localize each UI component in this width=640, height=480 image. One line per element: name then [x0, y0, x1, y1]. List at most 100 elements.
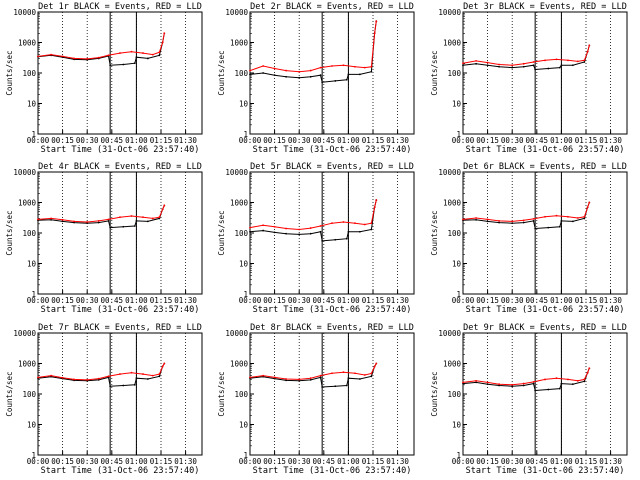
data-point: [50, 217, 53, 220]
x-tick-label: 00:45: [313, 296, 336, 305]
x-tick-label: 00:15: [476, 136, 499, 145]
chart-title: Det 8r BLACK = Events, RED = LLD: [250, 323, 414, 333]
data-point: [475, 379, 478, 382]
y-axis-label: Counts/sec: [430, 50, 439, 95]
data-point: [583, 59, 586, 62]
data-point: [475, 62, 478, 65]
y-tick-label: 10000: [225, 329, 248, 338]
data-point: [486, 61, 489, 64]
y-tick-label: 10: [27, 260, 37, 269]
data-point: [373, 206, 376, 209]
data-point: [583, 378, 586, 381]
data-point: [532, 380, 535, 383]
data-point: [370, 222, 373, 225]
y-tick-label: 10: [452, 421, 462, 430]
data-point: [567, 215, 569, 218]
data-point: [122, 225, 125, 228]
data-point: [588, 44, 591, 47]
data-point: [319, 225, 322, 227]
data-point: [163, 362, 166, 365]
data-point: [511, 383, 514, 386]
data-point: [37, 376, 39, 379]
data-point: [363, 223, 366, 226]
data-point: [146, 220, 149, 223]
data-point: [331, 372, 333, 375]
data-point: [61, 55, 64, 58]
data-point: [342, 221, 345, 223]
data-point: [50, 374, 53, 377]
data-point: [583, 215, 586, 218]
series-line: [462, 45, 590, 71]
data-point: [475, 217, 478, 219]
x-tick-label: 01:30: [599, 136, 622, 145]
data-point: [334, 238, 337, 241]
data-point: [298, 228, 301, 231]
data-point: [262, 374, 265, 377]
x-tick-label: 00:00: [27, 296, 50, 305]
x-axis-label: Start Time (31-Oct-06 23:57:40): [466, 145, 625, 155]
series-line: [37, 33, 165, 60]
data-point: [321, 386, 324, 388]
data-point: [586, 50, 589, 53]
data-point: [475, 59, 478, 62]
series-line: [249, 21, 377, 83]
series-line: [462, 202, 590, 230]
data-point: [558, 387, 561, 390]
data-point: [285, 227, 287, 230]
data-point: [534, 389, 537, 392]
data-point: [358, 378, 361, 380]
y-tick-label: 1: [243, 290, 248, 299]
x-tick-label: 01:30: [599, 457, 622, 466]
data-point: [342, 64, 345, 67]
data-point: [555, 214, 558, 217]
x-tick-label: 01:15: [575, 457, 598, 466]
data-point: [285, 69, 287, 72]
data-point: [50, 53, 53, 56]
data-point: [347, 230, 350, 233]
data-point: [107, 375, 110, 378]
x-tick-label: 01:00: [125, 457, 148, 466]
x-tick-label: 00:15: [263, 296, 286, 305]
data-point: [345, 78, 348, 81]
data-point: [334, 385, 337, 388]
data-point: [498, 383, 500, 386]
data-point: [588, 201, 591, 204]
data-point: [462, 62, 464, 65]
data-point: [345, 384, 348, 387]
data-point: [262, 224, 265, 227]
chart-title: Det 3r BLACK = Events, RED = LLD: [463, 2, 627, 12]
y-tick-label: 10: [452, 260, 462, 269]
x-axis-label: Start Time (31-Oct-06 23:57:40): [253, 305, 412, 315]
y-tick-label: 10000: [13, 8, 36, 17]
x-axis-label: Start Time (31-Oct-06 23:57:40): [253, 466, 412, 476]
data-point: [161, 365, 164, 368]
x-tick-label: 00:00: [27, 457, 50, 466]
y-tick-label: 10000: [225, 168, 248, 177]
data-point: [560, 382, 563, 385]
data-point: [309, 378, 312, 381]
data-point: [532, 64, 535, 67]
data-point: [109, 64, 112, 67]
data-point: [547, 388, 550, 391]
data-point: [319, 374, 322, 377]
y-tick-label: 1: [31, 290, 36, 299]
y-tick-label: 1: [31, 130, 36, 139]
data-point: [61, 220, 64, 223]
data-point: [133, 225, 136, 227]
data-point: [475, 381, 478, 384]
data-point: [370, 70, 373, 73]
x-tick-label: 01:15: [362, 296, 385, 305]
x-tick-label: 01:30: [174, 457, 197, 466]
y-tick-label: 100: [447, 390, 461, 399]
x-tick-label: 01:00: [550, 136, 573, 145]
data-point: [151, 217, 154, 220]
data-point: [462, 381, 464, 384]
y-tick-label: 1000: [18, 199, 37, 208]
y-tick-label: 1: [243, 451, 248, 460]
chart-title: Det 6r BLACK = Events, RED = LLD: [463, 162, 627, 172]
y-tick-label: 10000: [13, 329, 36, 338]
data-point: [486, 218, 489, 221]
data-point: [373, 32, 376, 35]
data-point: [273, 376, 276, 379]
